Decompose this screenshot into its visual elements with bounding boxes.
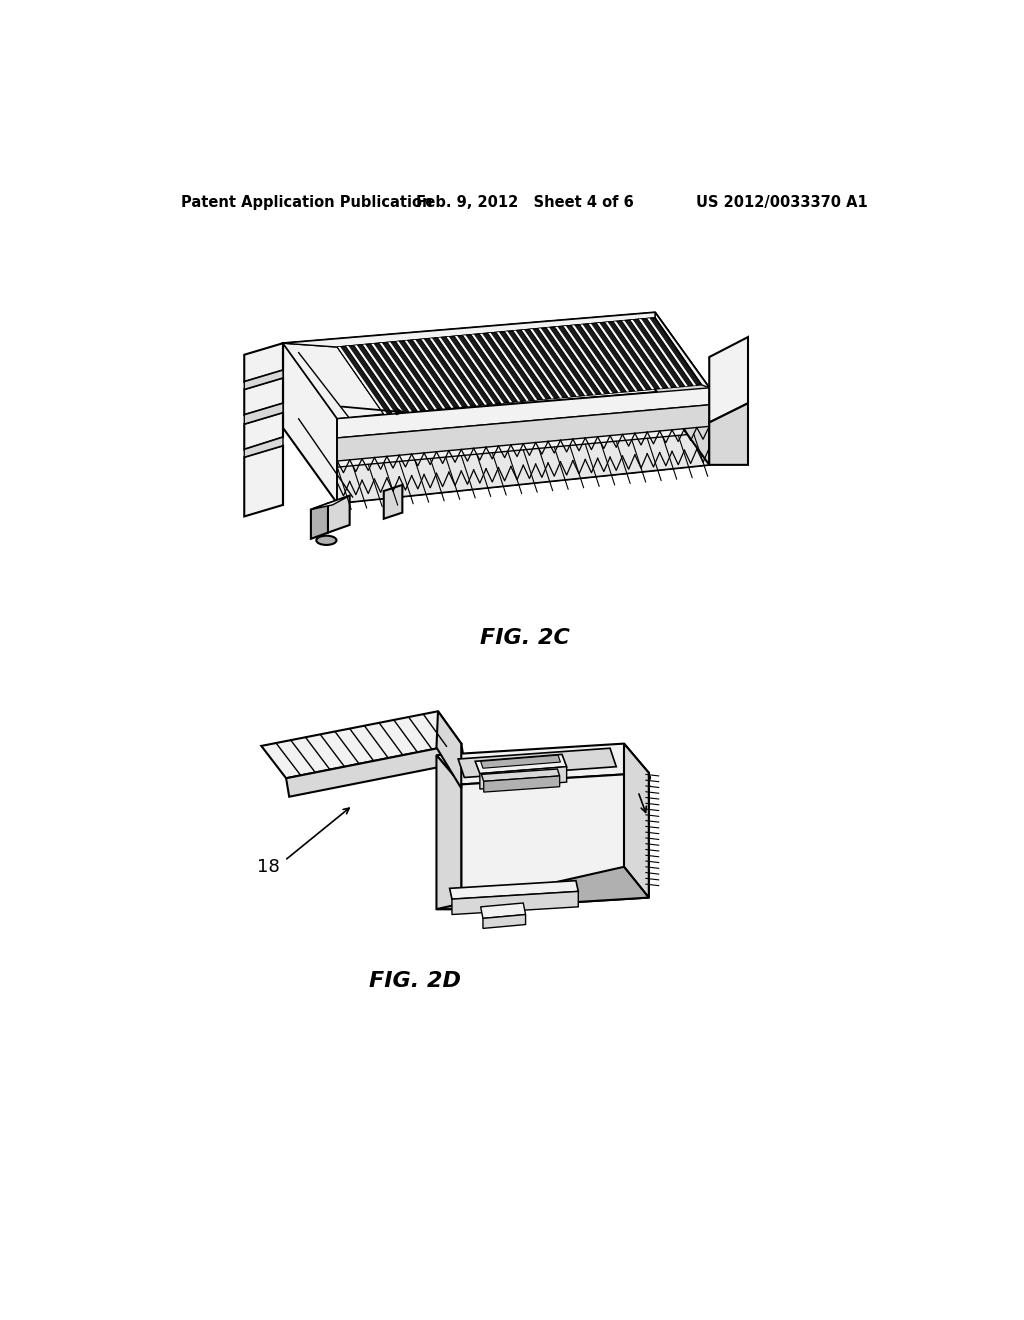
Polygon shape xyxy=(245,343,283,381)
Polygon shape xyxy=(437,338,487,405)
Polygon shape xyxy=(245,412,283,449)
Polygon shape xyxy=(710,337,748,422)
Polygon shape xyxy=(638,319,688,387)
Polygon shape xyxy=(613,321,663,388)
Polygon shape xyxy=(563,326,612,393)
Polygon shape xyxy=(362,345,412,412)
Polygon shape xyxy=(505,331,554,399)
Polygon shape xyxy=(555,327,604,395)
Polygon shape xyxy=(286,743,464,797)
Polygon shape xyxy=(245,446,283,516)
Polygon shape xyxy=(379,343,428,411)
Polygon shape xyxy=(337,347,387,414)
Polygon shape xyxy=(483,915,525,928)
Polygon shape xyxy=(404,341,454,408)
Polygon shape xyxy=(337,405,710,461)
Polygon shape xyxy=(513,330,562,397)
Polygon shape xyxy=(384,484,402,519)
Polygon shape xyxy=(328,496,349,533)
Polygon shape xyxy=(487,333,538,400)
Polygon shape xyxy=(337,388,710,438)
Text: Feb. 9, 2012   Sheet 4 of 6: Feb. 9, 2012 Sheet 4 of 6 xyxy=(416,195,634,210)
Polygon shape xyxy=(496,333,546,400)
Polygon shape xyxy=(538,329,588,396)
Polygon shape xyxy=(480,903,525,919)
Polygon shape xyxy=(245,378,283,414)
Polygon shape xyxy=(461,774,649,909)
Polygon shape xyxy=(624,743,649,898)
Polygon shape xyxy=(479,334,528,401)
Polygon shape xyxy=(283,313,710,418)
Polygon shape xyxy=(283,343,337,503)
Polygon shape xyxy=(529,329,579,396)
Polygon shape xyxy=(622,321,671,388)
Polygon shape xyxy=(337,318,701,414)
Polygon shape xyxy=(311,503,328,539)
Polygon shape xyxy=(446,337,496,404)
Polygon shape xyxy=(337,433,710,503)
Polygon shape xyxy=(413,339,462,407)
Polygon shape xyxy=(646,318,696,385)
Polygon shape xyxy=(371,343,420,411)
Polygon shape xyxy=(245,437,283,457)
Polygon shape xyxy=(588,323,638,391)
Polygon shape xyxy=(480,755,560,768)
Polygon shape xyxy=(429,338,478,405)
Polygon shape xyxy=(387,342,437,409)
Polygon shape xyxy=(458,748,616,777)
Polygon shape xyxy=(580,325,629,392)
Polygon shape xyxy=(283,343,384,418)
Polygon shape xyxy=(655,313,710,465)
Ellipse shape xyxy=(316,536,337,545)
Text: FIG. 2D: FIG. 2D xyxy=(369,970,461,991)
Polygon shape xyxy=(396,342,445,409)
Polygon shape xyxy=(481,770,560,781)
Text: 25: 25 xyxy=(310,384,334,403)
Text: Patent Application Publication: Patent Application Publication xyxy=(180,195,432,210)
Polygon shape xyxy=(261,711,461,779)
Text: 18: 18 xyxy=(257,858,280,875)
Polygon shape xyxy=(354,346,403,412)
Polygon shape xyxy=(283,313,655,347)
Polygon shape xyxy=(245,370,283,389)
Polygon shape xyxy=(450,880,579,899)
Polygon shape xyxy=(436,711,461,788)
Polygon shape xyxy=(436,755,461,909)
Polygon shape xyxy=(346,346,395,413)
Polygon shape xyxy=(452,891,579,915)
Polygon shape xyxy=(605,322,654,389)
Polygon shape xyxy=(521,330,570,397)
Polygon shape xyxy=(710,404,748,465)
Polygon shape xyxy=(436,867,649,909)
Polygon shape xyxy=(311,496,349,510)
Polygon shape xyxy=(455,337,504,404)
Polygon shape xyxy=(436,743,649,784)
Text: FIG. 2C: FIG. 2C xyxy=(480,628,569,648)
Polygon shape xyxy=(596,323,646,391)
Polygon shape xyxy=(421,339,470,407)
Polygon shape xyxy=(546,327,596,395)
Polygon shape xyxy=(483,776,560,792)
Polygon shape xyxy=(630,319,679,387)
Polygon shape xyxy=(480,767,566,789)
Text: 32: 32 xyxy=(630,774,653,791)
Polygon shape xyxy=(655,313,710,388)
Polygon shape xyxy=(245,404,283,424)
Text: US 2012/0033370 A1: US 2012/0033370 A1 xyxy=(696,195,868,210)
Polygon shape xyxy=(571,325,621,392)
Polygon shape xyxy=(471,334,520,401)
Polygon shape xyxy=(337,388,710,503)
Polygon shape xyxy=(475,755,566,774)
Polygon shape xyxy=(463,335,512,403)
